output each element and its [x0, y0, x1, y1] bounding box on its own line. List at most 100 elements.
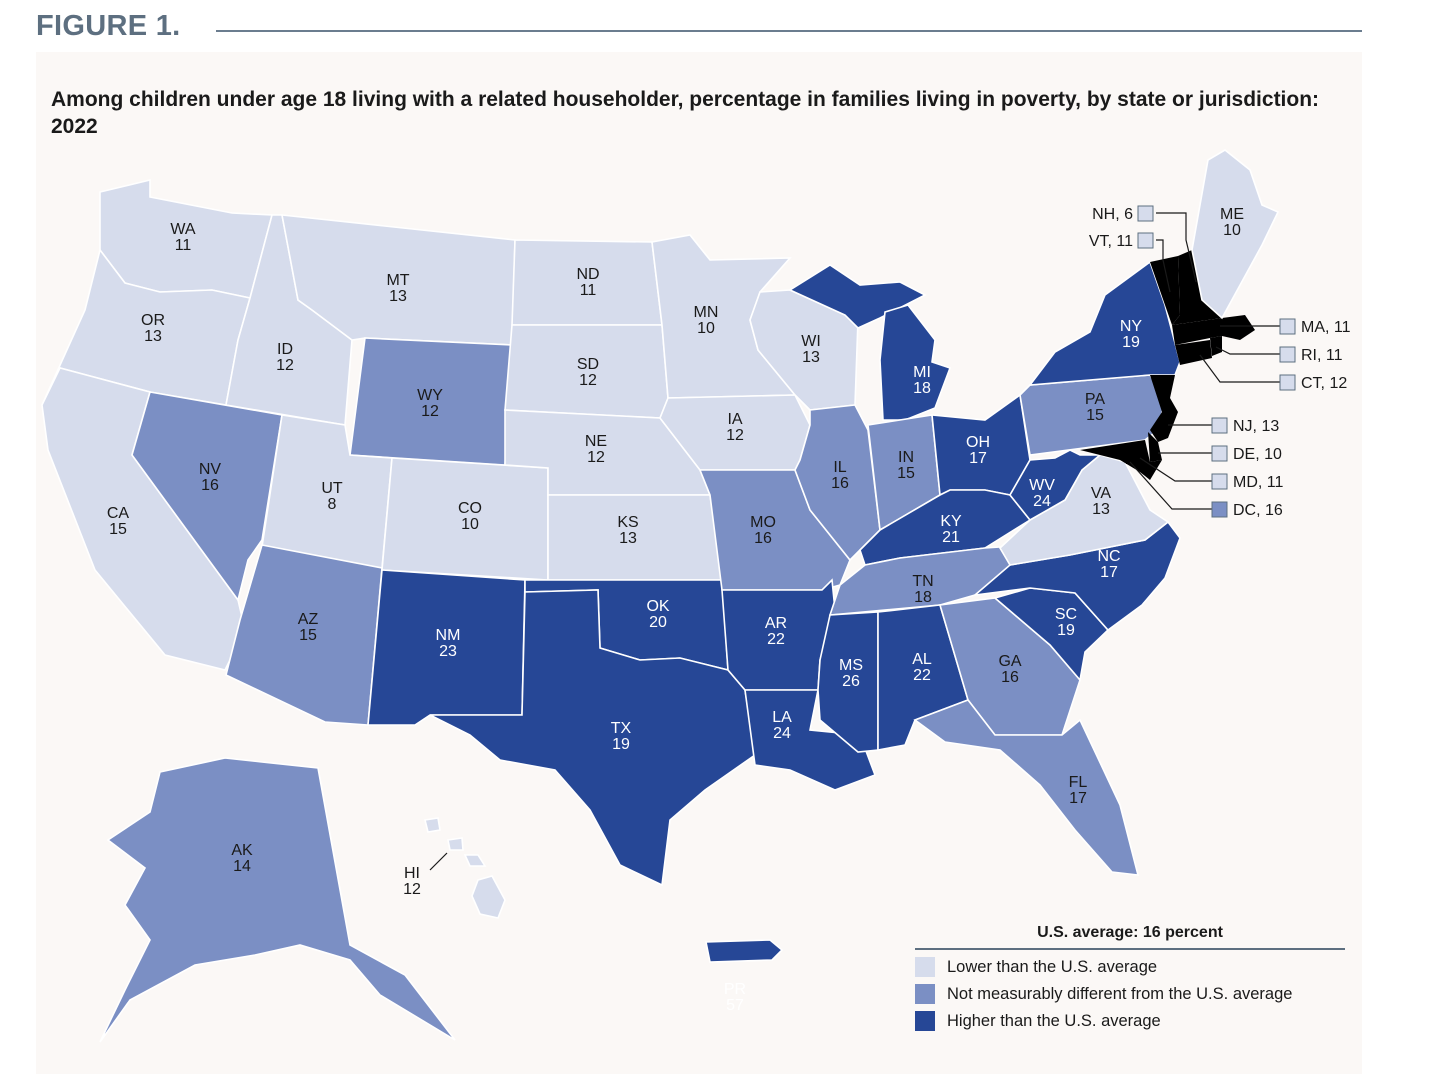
label-ny: NY 19: [1120, 318, 1143, 351]
label-code-co: CO: [458, 500, 482, 517]
label-code-ok: OK: [646, 598, 669, 615]
state-tx: [429, 589, 756, 887]
label-value-ca: 15: [109, 521, 127, 538]
state-mi-lower: [879, 304, 952, 421]
legend-item-higher: Higher than the U.S. average: [915, 1011, 1345, 1031]
label-value-or: 13: [144, 328, 162, 345]
label-value-ak: 14: [233, 858, 251, 875]
label-code-or: OR: [141, 312, 165, 329]
label-ia: IA 12: [726, 411, 744, 444]
label-code-hi: HI: [404, 865, 420, 882]
label-value-wa: 11: [175, 237, 192, 254]
label-value-id: 12: [276, 357, 294, 374]
label-code-wa: WA: [170, 221, 196, 238]
label-value-ky: 21: [942, 529, 960, 546]
label-code-wv: WV: [1029, 477, 1055, 494]
label-code-id: ID: [277, 341, 293, 358]
state-hi-maui: [463, 854, 487, 867]
label-nc: NC 17: [1097, 548, 1120, 581]
callout-text: DC, 16: [1233, 502, 1283, 519]
label-value-il: 16: [831, 475, 849, 492]
label-code-oh: OH: [966, 434, 990, 451]
callout-swatch: [1137, 205, 1154, 222]
figure-label: FIGURE 1.: [36, 10, 181, 42]
label-in: IN 15: [897, 449, 915, 482]
state-me: [1191, 149, 1280, 320]
label-pa: PA 15: [1085, 391, 1105, 424]
label-code-tn: TN: [912, 573, 933, 590]
label-me: ME 10: [1220, 206, 1244, 239]
label-value-in: 15: [897, 465, 915, 482]
label-mo: MO 16: [750, 514, 776, 547]
small-state-callouts: NH, 6 VT, 11 MA, 11 RI, 11 CT, 12 NJ, 13 DE, 1…: [1089, 205, 1351, 519]
label-value-mi: 18: [913, 380, 931, 397]
label-code-ky: KY: [940, 513, 962, 530]
label-code-ga: GA: [998, 653, 1021, 670]
label-va: VA 13: [1091, 485, 1111, 518]
callout-nj: NJ, 13: [1211, 417, 1279, 435]
label-ky: KY 21: [940, 513, 962, 546]
label-code-ak: AK: [231, 842, 253, 859]
label-ar: AR 22: [765, 615, 787, 648]
label-code-ca: CA: [107, 505, 130, 522]
state-vt: [1150, 256, 1180, 325]
figure-header: FIGURE 1.: [36, 10, 1362, 46]
label-code-mi: MI: [913, 364, 931, 381]
state-nh: [1172, 250, 1222, 325]
label-value-ms: 26: [842, 673, 860, 690]
callout-swatch: [1211, 417, 1228, 434]
label-tn: TN 18: [912, 573, 933, 606]
label-value-wv: 24: [1033, 493, 1051, 510]
label-ak: AK 14: [231, 842, 253, 875]
legend-title: U.S. average: 16 percent: [915, 924, 1345, 950]
label-code-mn: MN: [694, 304, 719, 321]
label-wv: WV 24: [1029, 477, 1055, 510]
label-ks: KS 13: [617, 514, 638, 547]
label-value-ga: 16: [1001, 669, 1019, 686]
label-ut: UT 8: [321, 480, 343, 513]
state-labels: WA 11 OR 13 CA 15 ID 12 NV 16 MT 13 WY 12 UT 8 A…: [107, 206, 1244, 1014]
label-code-ar: AR: [765, 615, 787, 632]
label-wy: WY 12: [417, 387, 443, 420]
label-code-fl: FL: [1069, 774, 1088, 791]
label-code-nv: NV: [199, 461, 222, 478]
legend: U.S. average: 16 percent Lower than the …: [915, 924, 1345, 1031]
label-value-la: 24: [773, 725, 791, 742]
label-nm: NM 23: [436, 627, 461, 660]
state-hi-big: [471, 875, 506, 919]
label-value-nm: 23: [439, 643, 457, 660]
legend-swatch-lower: [915, 957, 935, 977]
label-value-va: 13: [1092, 501, 1110, 518]
label-value-ks: 13: [619, 530, 637, 547]
label-code-sc: SC: [1055, 606, 1077, 623]
callout-text: VT, 11: [1089, 233, 1133, 250]
label-value-sc: 19: [1057, 622, 1075, 639]
hi-leader-line: [429, 852, 448, 871]
label-or: OR 13: [141, 312, 165, 345]
callout-swatch: [1211, 473, 1228, 490]
callout-swatch: [1211, 501, 1228, 518]
label-nd: ND 11: [576, 266, 599, 299]
label-code-in: IN: [898, 449, 914, 466]
label-value-al: 22: [913, 667, 931, 684]
state-pr: [705, 939, 784, 963]
label-code-pr: PR: [724, 981, 746, 998]
callout-text: NH, 6: [1092, 206, 1133, 223]
label-sd: SD 12: [577, 356, 599, 389]
label-mi: MI 18: [913, 364, 931, 397]
header-rule: [216, 30, 1362, 32]
label-code-nd: ND: [576, 266, 599, 283]
label-code-ny: NY: [1120, 318, 1143, 335]
label-nv: NV 16: [199, 461, 222, 494]
callout-nh: NH, 6: [1092, 205, 1154, 223]
label-value-hi: 12: [403, 881, 421, 898]
label-code-mt: MT: [386, 272, 409, 289]
label-value-ok: 20: [649, 614, 667, 631]
label-code-wy: WY: [417, 387, 443, 404]
label-sc: SC 19: [1055, 606, 1077, 639]
label-code-ia: IA: [727, 411, 742, 428]
legend-swatch-not-different: [915, 984, 935, 1004]
label-value-sd: 12: [579, 372, 597, 389]
state-ri: [1210, 336, 1222, 356]
